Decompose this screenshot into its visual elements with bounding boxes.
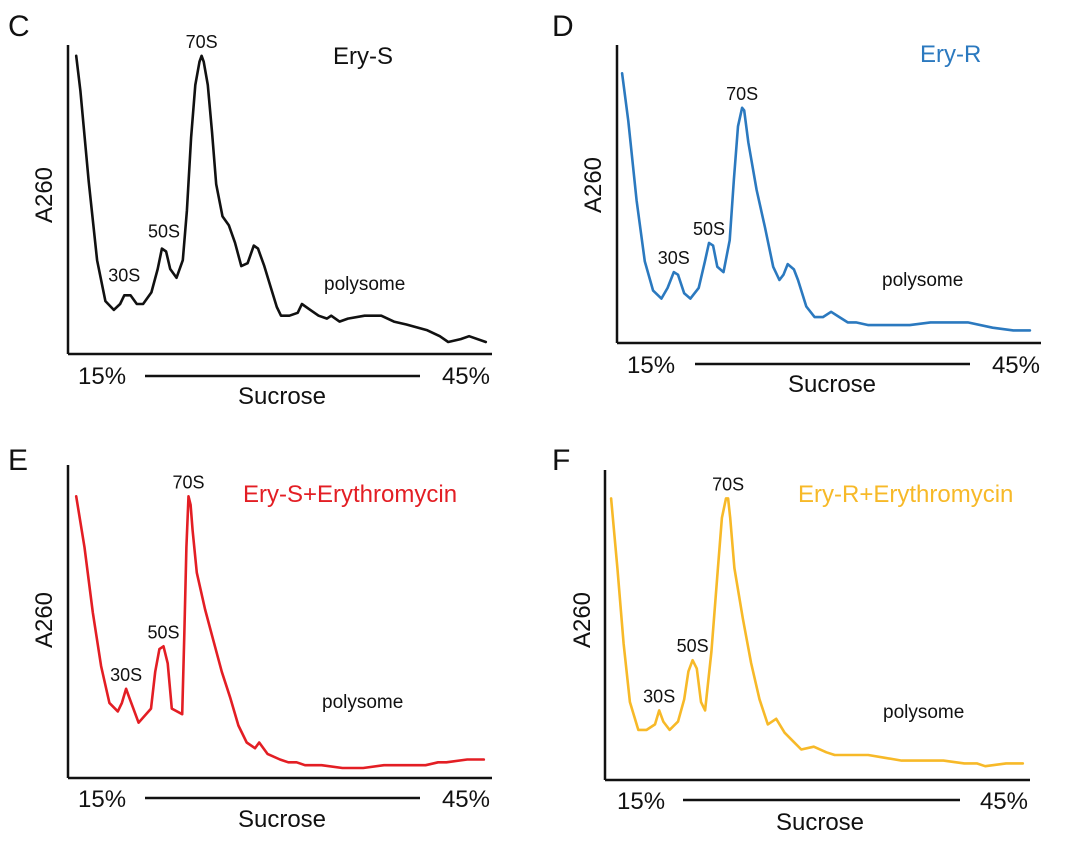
x-end-label-d: 45% [992, 352, 1040, 379]
peak-30s-label-e: 30S [110, 665, 142, 685]
polysome-label-e: polysome [322, 692, 403, 713]
x-end-label-f: 45% [980, 788, 1028, 815]
x-axis-label-d: Sucrose [788, 371, 876, 398]
panel-letter-e: E [8, 444, 28, 477]
peak-50s-label-d: 50S [693, 219, 725, 239]
peak-50s-label-c: 50S [148, 222, 180, 242]
curve-f [609, 497, 1025, 768]
x-end-label-e: 45% [442, 786, 490, 813]
peak-50s-label-e: 50S [147, 622, 179, 642]
x-start-label-c: 15% [78, 363, 126, 390]
x-axis-label-e: Sucrose [238, 806, 326, 833]
panel-letter-d: D [552, 10, 574, 43]
panel-letter-c: C [8, 10, 30, 43]
chart-title-d: Ery-R [920, 41, 981, 68]
peak-30s-label-f: 30S [643, 686, 675, 706]
polysome-label-d: polysome [882, 270, 963, 291]
curve-e [74, 494, 486, 770]
x-axis-label-c: Sucrose [238, 383, 326, 410]
x-start-label-f: 15% [617, 788, 665, 815]
y-axis-label-d: A260 [580, 157, 607, 213]
curve-c [74, 54, 488, 344]
chart-title-e: Ery-S+Erythromycin [243, 481, 457, 508]
peak-70s-label-c: 70S [186, 32, 218, 52]
chart-title-c: Ery-S [333, 43, 393, 70]
x-start-label-d: 15% [627, 352, 675, 379]
x-axis-label-f: Sucrose [776, 809, 864, 836]
panel-d: D A260 Ery-R polysome 15% 45% Sucrose 30… [552, 10, 1041, 398]
panel-e: E A260 Ery-S+Erythromycin polysome 15% 4… [8, 444, 492, 833]
panel-letter-f: F [552, 444, 570, 477]
y-axis-label-e: A260 [31, 592, 58, 648]
curve-d [620, 72, 1032, 332]
chart-title-f: Ery-R+Erythromycin [798, 481, 1013, 508]
peak-70s-label-f: 70S [712, 474, 744, 494]
x-start-label-e: 15% [78, 786, 126, 813]
panel-f: F A260 Ery-R+Erythromycin polysome 15% 4… [552, 444, 1030, 836]
polysome-label-c: polysome [324, 274, 405, 295]
peak-70s-label-e: 70S [172, 472, 204, 492]
y-axis-label-f: A260 [569, 592, 596, 648]
peak-70s-label-d: 70S [726, 84, 758, 104]
peak-30s-label-c: 30S [108, 265, 140, 285]
x-end-label-c: 45% [442, 363, 490, 390]
peak-50s-label-f: 50S [677, 636, 709, 656]
panel-c: C A260 Ery-S polysome 15% 45% Sucrose 30… [8, 10, 492, 410]
y-axis-label-c: A260 [31, 167, 58, 223]
peak-30s-label-d: 30S [658, 248, 690, 268]
polysome-label-f: polysome [883, 702, 964, 723]
